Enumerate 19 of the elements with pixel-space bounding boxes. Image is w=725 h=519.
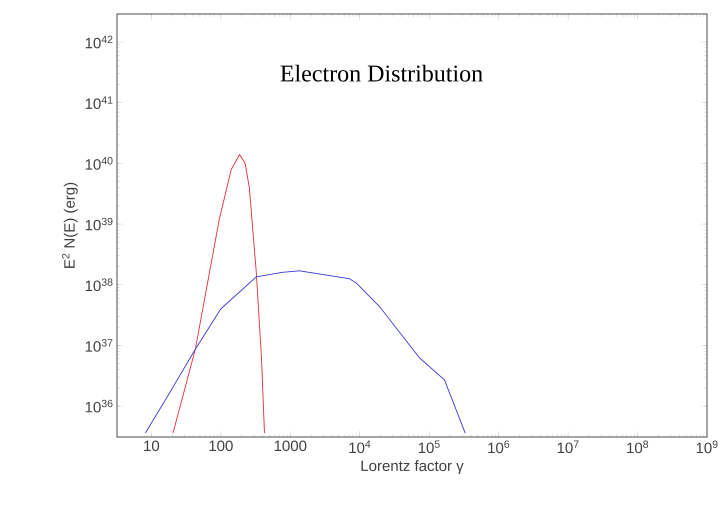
y-tick-label: 10$^{40}$ [86,157,113,170]
x-tick-label: 10$^{9}$ [696,440,718,454]
x-tick-label: 1000 [274,440,306,452]
annotation: Electron Distribution [280,64,483,82]
x-tick-label: 10$^{7}$ [558,440,579,454]
y-axis-title: E$^{2}$ N(E) (erg) [62,182,78,268]
x-tick-label: 10$^{5}$ [418,440,440,454]
y-tick-label: 10$^{41}$ [86,96,112,109]
y-tick-label: 10$^{42}$ [86,36,112,48]
x-tick-label: 10$^{8}$ [627,440,648,454]
x-tick-label: 10$^{6}$ [488,440,510,454]
x-tick-label: 10$^{4}$ [349,440,370,454]
x-axis-title: Lorentz factor γ [362,460,464,474]
y-tick-label: 10$^{37}$ [86,339,112,352]
y-tick-label: 10$^{38}$ [86,278,113,292]
x-tick-label: 10 [144,440,160,452]
y-tick-label: 10$^{39}$ [86,218,112,230]
x-tick-label: 100 [209,440,233,452]
y-tick-label: 10$^{36}$ [86,400,113,412]
